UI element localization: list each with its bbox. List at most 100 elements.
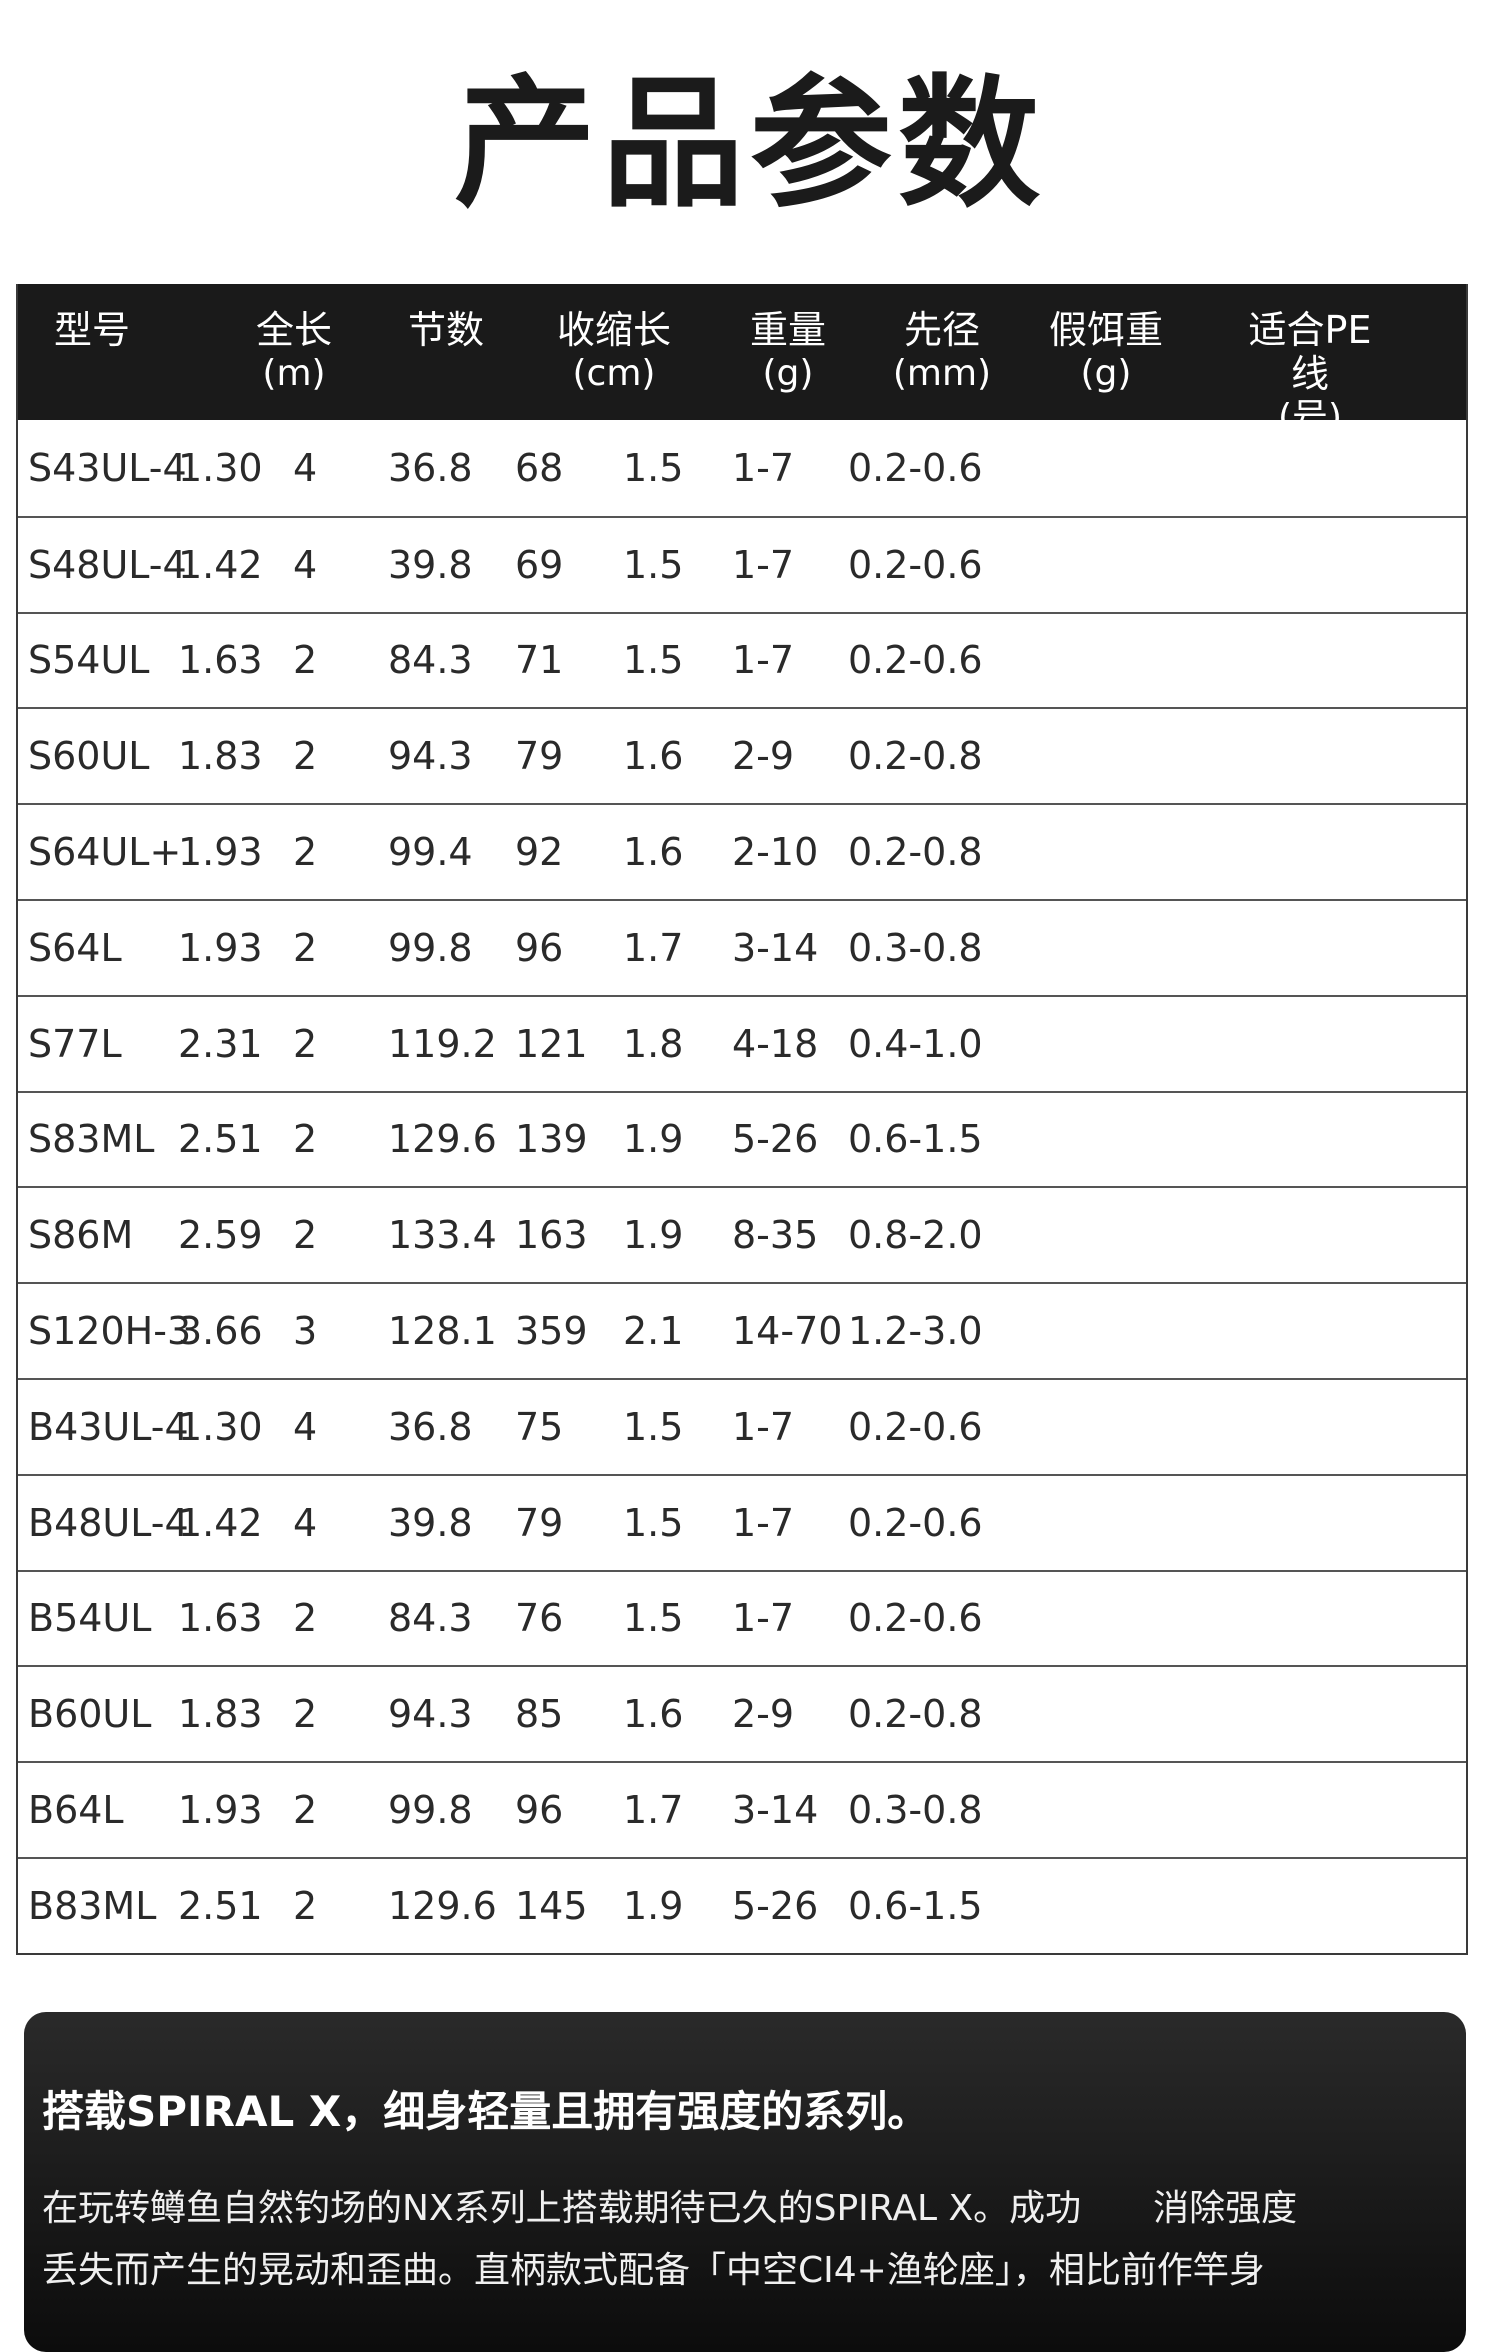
cell-length: 1.63 — [178, 638, 263, 683]
cell-closed-length: 133.4 — [388, 1213, 497, 1258]
cell-tip-diameter: 1.5 — [623, 1596, 684, 1641]
cell-tip-diameter: 1.9 — [623, 1117, 684, 1162]
cell-tip-diameter: 1.9 — [623, 1883, 684, 1928]
cell-closed-length: 99.8 — [388, 925, 473, 970]
cell-closed-length: 99.8 — [388, 1788, 473, 1833]
table-header: 型号 全长 (m) 节数 收缩长 (cm) 重量 (g) 先径 (mm) 假饵重 (g) 适合PE线 (号… — [18, 284, 1466, 438]
cell-closed-length: 39.8 — [388, 542, 473, 587]
cell-lure-weight: 3-14 — [732, 925, 819, 970]
table-row: S64L 1.93 2 99.8 96 1.7 3-14 0.3-0.8 — [18, 898, 1466, 995]
cell-lure-weight: 1-7 — [732, 542, 795, 587]
cell-tip-diameter: 1.6 — [623, 734, 684, 779]
cell-weight: 79 — [515, 1500, 564, 1545]
cell-tip-diameter: 1.7 — [623, 925, 684, 970]
cell-weight: 145 — [515, 1883, 588, 1928]
cell-length: 1.42 — [178, 1500, 263, 1545]
header-label: 节数 — [407, 308, 484, 352]
cell-weight: 85 — [515, 1692, 564, 1737]
cell-lure-weight: 2-9 — [732, 734, 795, 779]
cell-tip-diameter: 1.9 — [623, 1213, 684, 1258]
cell-pe-line: 0.2-0.8 — [848, 830, 983, 875]
cell-pe-line: 0.2-0.6 — [848, 1500, 983, 1545]
cell-lure-weight: 2-9 — [732, 1692, 795, 1737]
cell-closed-length: 119.2 — [388, 1021, 497, 1066]
cell-closed-length: 39.8 — [388, 1500, 473, 1545]
cell-length: 2.51 — [178, 1883, 263, 1928]
cell-closed-length: 94.3 — [388, 734, 473, 779]
cell-model: S77L — [28, 1021, 122, 1066]
cell-weight: 71 — [515, 638, 564, 683]
table-row: B54UL 1.63 2 84.3 76 1.5 1-7 0.2-0.6 — [18, 1569, 1466, 1666]
cell-pe-line: 0.6-1.5 — [848, 1883, 983, 1928]
cell-length: 2.59 — [178, 1213, 263, 1258]
cell-model: S83ML — [28, 1117, 155, 1162]
cell-length: 1.93 — [178, 925, 263, 970]
description-panel: 搭载SPIRAL X，细身轻量且拥有强度的系列。 在玩转鳟鱼自然钓场的NX系列上… — [24, 2012, 1466, 2352]
header-length: 全长 (m) — [214, 308, 374, 396]
table-row: B83ML 2.51 2 129.6 145 1.9 5-26 0.6-1.5 — [18, 1856, 1466, 1953]
header-unit: (g) — [1080, 353, 1132, 394]
cell-length: 1.93 — [178, 1788, 263, 1833]
table-row: S120H-3 3.66 3 128.1 359 2.1 14-70 1.2-3.0 — [18, 1282, 1466, 1378]
cell-closed-length: 36.8 — [388, 1404, 473, 1449]
cell-closed-length: 84.3 — [388, 638, 473, 683]
cell-sections: 2 — [293, 1692, 318, 1737]
cell-sections: 2 — [293, 1596, 318, 1641]
cell-lure-weight: 1-7 — [732, 1500, 795, 1545]
cell-model: S60UL — [28, 734, 150, 779]
cell-length: 1.30 — [178, 445, 263, 490]
header-lure-weight: 假饵重 (g) — [1026, 308, 1186, 396]
cell-sections: 2 — [293, 734, 318, 779]
cell-sections: 2 — [293, 1213, 318, 1258]
cell-pe-line: 0.6-1.5 — [848, 1117, 983, 1162]
cell-pe-line: 0.2-0.6 — [848, 445, 983, 490]
table-row: S48UL-4 1.42 4 39.8 69 1.5 1-7 0.2-0.6 — [18, 515, 1466, 612]
cell-pe-line: 0.2-0.6 — [848, 1596, 983, 1641]
cell-weight: 121 — [515, 1021, 588, 1066]
cell-pe-line: 0.3-0.8 — [848, 925, 983, 970]
cell-model: S43UL-4 — [28, 445, 187, 490]
cell-weight: 76 — [515, 1596, 564, 1641]
cell-lure-weight: 14-70 — [732, 1309, 843, 1354]
header-label: 全长 — [255, 308, 332, 352]
table-row: S60UL 1.83 2 94.3 79 1.6 2-9 0.2-0.8 — [18, 707, 1466, 803]
cell-model: B60UL — [28, 1692, 152, 1737]
cell-weight: 139 — [515, 1117, 588, 1162]
cell-tip-diameter: 1.5 — [623, 542, 684, 587]
header-label: 假饵重 — [1048, 308, 1163, 352]
cell-tip-diameter: 1.8 — [623, 1021, 684, 1066]
cell-pe-line: 0.2-0.6 — [848, 1404, 983, 1449]
cell-weight: 92 — [515, 830, 564, 875]
cell-model: S48UL-4 — [28, 542, 187, 587]
header-unit: (g) — [762, 353, 814, 394]
cell-model: B83ML — [28, 1883, 157, 1928]
header-label: 适合PE线 — [1248, 308, 1372, 396]
cell-lure-weight: 5-26 — [732, 1883, 819, 1928]
page-title: 产品参数 — [454, 62, 1046, 227]
header-label: 先径 — [903, 308, 980, 352]
header-unit: (mm) — [892, 353, 992, 394]
cell-weight: 359 — [515, 1309, 588, 1354]
spec-table: 型号 全长 (m) 节数 收缩长 (cm) 重量 (g) 先径 (mm) 假饵重 (g) 适合PE线 (号… — [16, 284, 1468, 1955]
panel-text-line: 在玩转鳟鱼自然钓场的NX系列上搭载期待已久的SPIRAL X。成功 消除强度 — [42, 2188, 1298, 2229]
cell-length: 2.31 — [178, 1021, 263, 1066]
cell-sections: 4 — [293, 1500, 318, 1545]
cell-tip-diameter: 1.7 — [623, 1788, 684, 1833]
cell-tip-diameter: 1.5 — [623, 1404, 684, 1449]
cell-closed-length: 94.3 — [388, 1692, 473, 1737]
header-closed-length: 收缩长 (cm) — [534, 308, 694, 396]
cell-weight: 68 — [515, 445, 564, 490]
cell-sections: 4 — [293, 1404, 318, 1449]
cell-pe-line: 0.2-0.8 — [848, 1692, 983, 1737]
cell-model: S86M — [28, 1213, 134, 1258]
cell-sections: 2 — [293, 1021, 318, 1066]
header-tip-diameter: 先径 (mm) — [862, 308, 1022, 396]
cell-closed-length: 99.4 — [388, 830, 473, 875]
cell-model: S64L — [28, 925, 122, 970]
table-row: B43UL-4 1.30 4 36.8 75 1.5 1-7 0.2-0.6 — [18, 1377, 1466, 1474]
panel-heading: 搭载SPIRAL X，细身轻量且拥有强度的系列。 — [42, 2087, 930, 2136]
table-row: S83ML 2.51 2 129.6 139 1.9 5-26 0.6-1.5 — [18, 1090, 1466, 1187]
cell-sections: 2 — [293, 1117, 318, 1162]
cell-closed-length: 129.6 — [388, 1883, 497, 1928]
cell-length: 1.42 — [178, 542, 263, 587]
